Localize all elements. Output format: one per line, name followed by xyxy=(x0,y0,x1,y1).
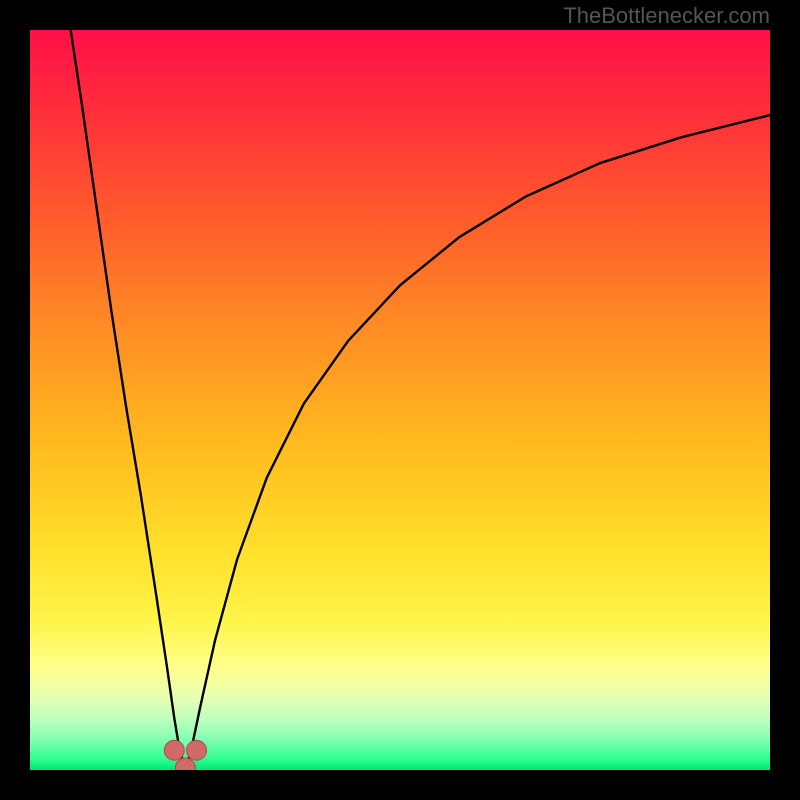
minimum-marker xyxy=(187,740,207,760)
chart-container: TheBottlenecker.com xyxy=(0,0,800,800)
curve-svg xyxy=(30,30,770,770)
bottleneck-curve xyxy=(71,30,770,770)
minimum-marker xyxy=(164,740,184,760)
plot-area xyxy=(30,30,770,770)
watermark-link[interactable]: TheBottlenecker.com xyxy=(563,3,770,29)
